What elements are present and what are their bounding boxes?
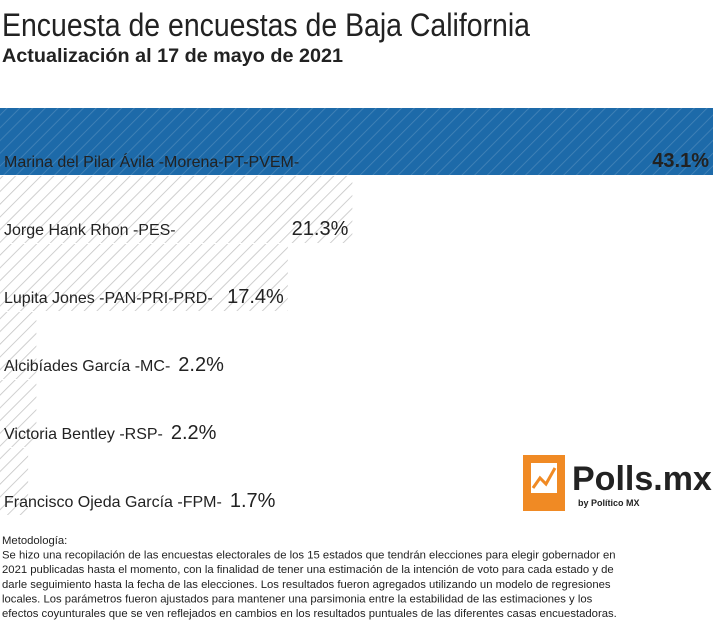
category-label: Marina del Pilar Ávila -Morena-PT-PVEM- [4,152,299,171]
bar-hatch [0,244,288,311]
chart-subtitle: Actualización al 17 de mayo de 2021 [2,46,343,67]
category-label: Alcibíades García -MC- [4,358,170,375]
category-label: Jorge Hank Rhon -PES- [4,222,176,239]
footnote-line: Se hizo una recopilación de las encuesta… [2,550,616,562]
footnote-line: Metodología: [2,535,67,547]
value-label: 43.1% [652,150,709,172]
category-label: Lupita Jones -PAN-PRI-PRD- [4,290,213,307]
category-label: Victoria Bentley -RSP- [4,426,163,443]
value-label: 21.3% [292,218,349,240]
footnote: Metodología: Se hizo una recopilación de … [2,535,617,620]
bar-hatch [0,312,37,379]
bar-hatch [0,448,29,515]
logo: Polls.mx by Político MX [523,455,712,511]
logo-name: Polls.mx [572,460,712,498]
bar-hatch [0,108,713,175]
chart-title: Encuesta de encuestas de Baja California [2,7,530,43]
category-label: Francisco Ojeda García -FPM- [4,494,222,511]
footnote-line: darle seguimiento hasta la fecha de las … [2,579,611,591]
bar-hatch [0,176,353,243]
logo-byline: by Político MX [578,498,640,508]
bar-hatch [0,380,37,447]
bars: Marina del Pilar Ávila -Morena-PT-PVEM- 4… [0,108,713,515]
footnote-line: locales. Los parámetros fueron ajustados… [2,593,593,605]
value-label: 2.2% [178,354,224,376]
value-label: 1.7% [230,490,276,512]
logo-icon-line [531,467,557,489]
footnote-line: efectos coyunturales que se ven reflejad… [2,608,617,620]
logo-icon-inner [531,463,557,493]
value-label: 2.2% [171,422,217,444]
value-label: 17.4% [227,286,284,308]
footnote-line: 2021 publicadas hasta el momento, con la… [2,564,614,576]
